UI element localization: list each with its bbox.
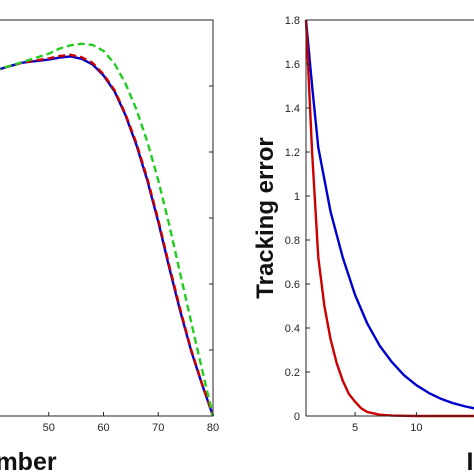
left-series-line-1 xyxy=(0,55,215,417)
right-y-tick-label: 1.4 xyxy=(285,103,300,115)
right-x-tick-label: 5 xyxy=(352,422,358,434)
left-chart: 50 60 70 80 mber xyxy=(0,19,220,474)
right-chart: 5 10 0 0.2 0.4 0.6 0.8 1 1.2 1.4 1.6 1.8 Tracking … xyxy=(252,15,474,474)
left-x-tick-label: 80 xyxy=(207,422,219,434)
right-y-axis-label: Tracking error xyxy=(252,137,279,298)
right-x-tick-labels: 5 10 xyxy=(352,422,423,434)
left-x-tick-label: 50 xyxy=(43,422,55,434)
left-x-tick-label: 60 xyxy=(97,422,109,434)
right-series-line-1 xyxy=(304,19,474,410)
right-x-axis-label: I xyxy=(467,448,474,474)
right-x-tick-label: 10 xyxy=(410,422,422,434)
right-y-tick-label: 1.6 xyxy=(285,59,300,71)
left-x-tick-label: 70 xyxy=(152,422,164,434)
left-x-tick-labels: 50 60 70 80 xyxy=(43,422,220,434)
left-x-axis-label: mber xyxy=(0,448,57,474)
right-y-tick-label: 1 xyxy=(294,191,300,203)
right-y-tick-label: 0 xyxy=(294,411,300,423)
right-y-tick-label: 0.6 xyxy=(285,279,300,291)
right-axes xyxy=(305,19,474,417)
left-series-line-2 xyxy=(0,53,215,417)
right-y-tick-label: 1.8 xyxy=(285,15,300,27)
right-y-tick-label: 0.2 xyxy=(285,367,300,379)
right-plot-frame xyxy=(305,19,474,417)
right-y-tick-label: 0.4 xyxy=(285,323,300,335)
right-y-tick-labels: 0 0.2 0.4 0.6 0.8 1 1.2 1.4 1.6 1.8 xyxy=(285,15,300,423)
right-y-tick-label: 0.8 xyxy=(285,235,300,247)
left-series-line-3 xyxy=(0,42,215,417)
right-y-tick-label: 1.2 xyxy=(285,147,300,159)
left-axes xyxy=(0,19,214,417)
left-series-group xyxy=(0,42,215,417)
right-series-group xyxy=(304,19,474,418)
